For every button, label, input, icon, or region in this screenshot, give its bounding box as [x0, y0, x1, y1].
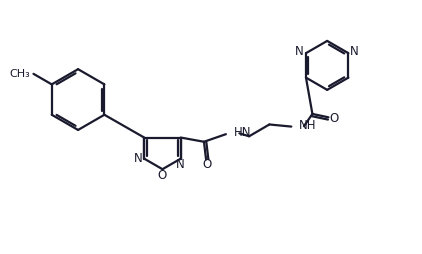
Text: CH₃: CH₃: [10, 69, 30, 79]
Text: O: O: [158, 169, 167, 182]
Text: N: N: [133, 152, 142, 165]
Text: NH: NH: [299, 119, 316, 132]
Text: O: O: [329, 113, 338, 125]
Text: N: N: [350, 45, 359, 58]
Text: O: O: [202, 158, 211, 171]
Text: N: N: [295, 45, 304, 58]
Text: HN: HN: [233, 125, 251, 139]
Text: N: N: [176, 158, 185, 171]
